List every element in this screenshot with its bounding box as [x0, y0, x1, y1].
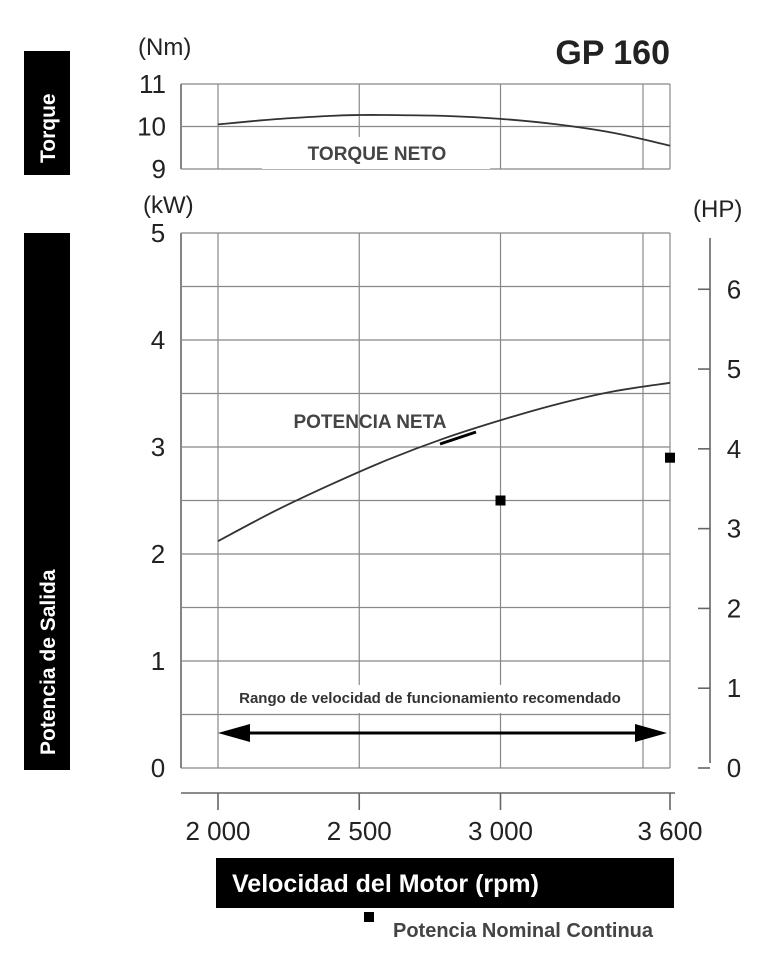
- range-label: Rango de velocidad de funcionamiento rec…: [239, 690, 621, 707]
- torque-curve-label: TORQUE NETO: [308, 144, 447, 165]
- power-curve-line: [217, 381, 671, 542]
- range-arrow: [218, 724, 667, 742]
- x-tick-label: 2 500: [327, 816, 392, 846]
- torque-y-tick-label: 11: [139, 69, 166, 99]
- torque-curve-line: [217, 114, 671, 147]
- rated-point-3600: [665, 452, 675, 463]
- power-curve-group: [217, 381, 675, 542]
- power-unit-label-right: (HP): [693, 196, 742, 223]
- hp-tick-label: 1: [727, 673, 741, 703]
- power-curve-highlight: [439, 430, 477, 446]
- torque-y-tick-label: 10: [137, 112, 166, 142]
- torque-side-label: Torque: [37, 93, 60, 163]
- power-y-tick-label: 3: [151, 432, 165, 462]
- x-axis-label: Velocidad del Motor (rpm): [232, 870, 539, 898]
- legend-label: Potencia Nominal Continua: [393, 920, 654, 942]
- power-grid: [180, 232, 711, 810]
- power-y-tick-label: 1: [151, 646, 165, 676]
- x-tick-label: 3 000: [468, 816, 533, 846]
- power-side-bar: [24, 233, 70, 770]
- power-y-tick-label: 0: [151, 753, 165, 783]
- range-arrow-left-head: [218, 724, 250, 742]
- hp-tick-label: 4: [727, 434, 741, 464]
- torque-curve-group: [217, 114, 671, 147]
- power-curve-label: POTENCIA NETA: [293, 412, 446, 433]
- x-tick-label: 3 600: [637, 816, 702, 846]
- power-side-label: Potencia de Salida: [37, 569, 60, 755]
- power-y-tick-label: 4: [151, 325, 165, 355]
- side-label-bars: Torque Potencia de Salida: [24, 51, 70, 770]
- hp-tick-label: 2: [727, 593, 741, 623]
- range-label-bg: [228, 685, 636, 713]
- torque-y-tick-label: 9: [152, 154, 166, 184]
- hp-tick-label: 0: [727, 753, 741, 783]
- axis-tick-labels: 9 10 11 0 1 2 3 4 5 0 1 2 3 4 5 6 2 000 2 500 3 000 3 600: [137, 69, 741, 846]
- torque-side-bar: [24, 51, 70, 175]
- power-y-tick-label: 5: [151, 218, 165, 248]
- chart-title: GP 160: [555, 34, 670, 72]
- rated-point-3000: [495, 495, 506, 506]
- hp-tick-label: 3: [727, 514, 741, 544]
- hp-tick-label: 6: [727, 274, 741, 304]
- torque-label-bg: [262, 137, 490, 169]
- xlabel-bar: [216, 858, 674, 908]
- power-y-tick-label: 2: [151, 539, 165, 569]
- torque-grid: [180, 83, 671, 170]
- torque-unit-label: (Nm): [138, 34, 191, 61]
- x-tick-label: 2 000: [185, 816, 250, 846]
- power-unit-label-left: (kW): [143, 192, 194, 219]
- range-arrow-right-head: [635, 724, 667, 742]
- legend-square-marker: [364, 912, 374, 922]
- hp-tick-label: 5: [727, 354, 741, 384]
